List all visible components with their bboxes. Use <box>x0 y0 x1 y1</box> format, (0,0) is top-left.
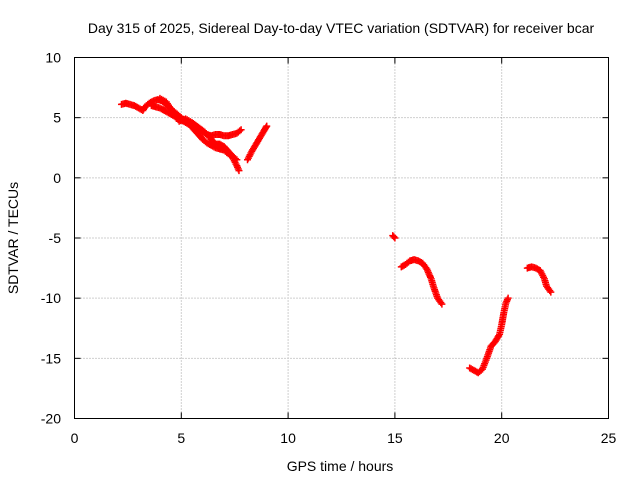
x-tick-label: 20 <box>494 430 510 446</box>
data-series-arc-4 <box>244 122 271 164</box>
y-tick-label: 10 <box>45 50 61 66</box>
y-tick-label: -15 <box>41 350 61 366</box>
x-tick-label: 0 <box>71 430 79 446</box>
x-tick-label: 25 <box>601 430 617 446</box>
data-point-marker <box>390 233 398 241</box>
x-tick-label: 15 <box>387 430 403 446</box>
data-point-marker <box>504 294 512 302</box>
chart-title: Day 315 of 2025, Sidereal Day-to-day VTE… <box>88 20 595 36</box>
x-tick-label: 10 <box>280 430 296 446</box>
data-point-marker <box>263 122 271 130</box>
data-point-marker <box>235 167 243 175</box>
x-tick-label: 5 <box>177 430 185 446</box>
data-point-marker <box>233 156 241 164</box>
y-tick-label: -10 <box>41 290 61 306</box>
y-tick-label: 0 <box>53 170 61 186</box>
grid-lines <box>74 57 609 419</box>
x-axis-label: GPS time / hours <box>287 458 394 474</box>
data-point-marker <box>391 234 399 242</box>
data-point-marker <box>438 300 446 308</box>
y-tick-label: 5 <box>53 110 61 126</box>
axis-ticks: 0 5 10 15 20 25 -20 -15 -10 -5 0 5 10 <box>41 50 617 447</box>
data-series-arc-6 <box>397 256 446 308</box>
y-axis-label: SDTVAR / TECUs <box>5 182 21 294</box>
data-point-marker <box>547 288 555 296</box>
y-tick-label: -20 <box>41 411 61 427</box>
data-series-arc-8 <box>523 263 555 296</box>
data-point-marker <box>437 299 445 307</box>
data-point-marker <box>236 127 244 135</box>
data-point-marker <box>237 126 245 134</box>
y-tick-label: -5 <box>49 230 62 246</box>
data-point-marker <box>231 155 239 163</box>
data-point-marker <box>546 287 554 295</box>
data-series-arc-5 <box>389 232 399 242</box>
data-series-arc-3 <box>156 94 241 164</box>
data-series-arc-7 <box>466 294 512 377</box>
data-points <box>117 94 555 377</box>
data-point-marker <box>495 332 503 340</box>
